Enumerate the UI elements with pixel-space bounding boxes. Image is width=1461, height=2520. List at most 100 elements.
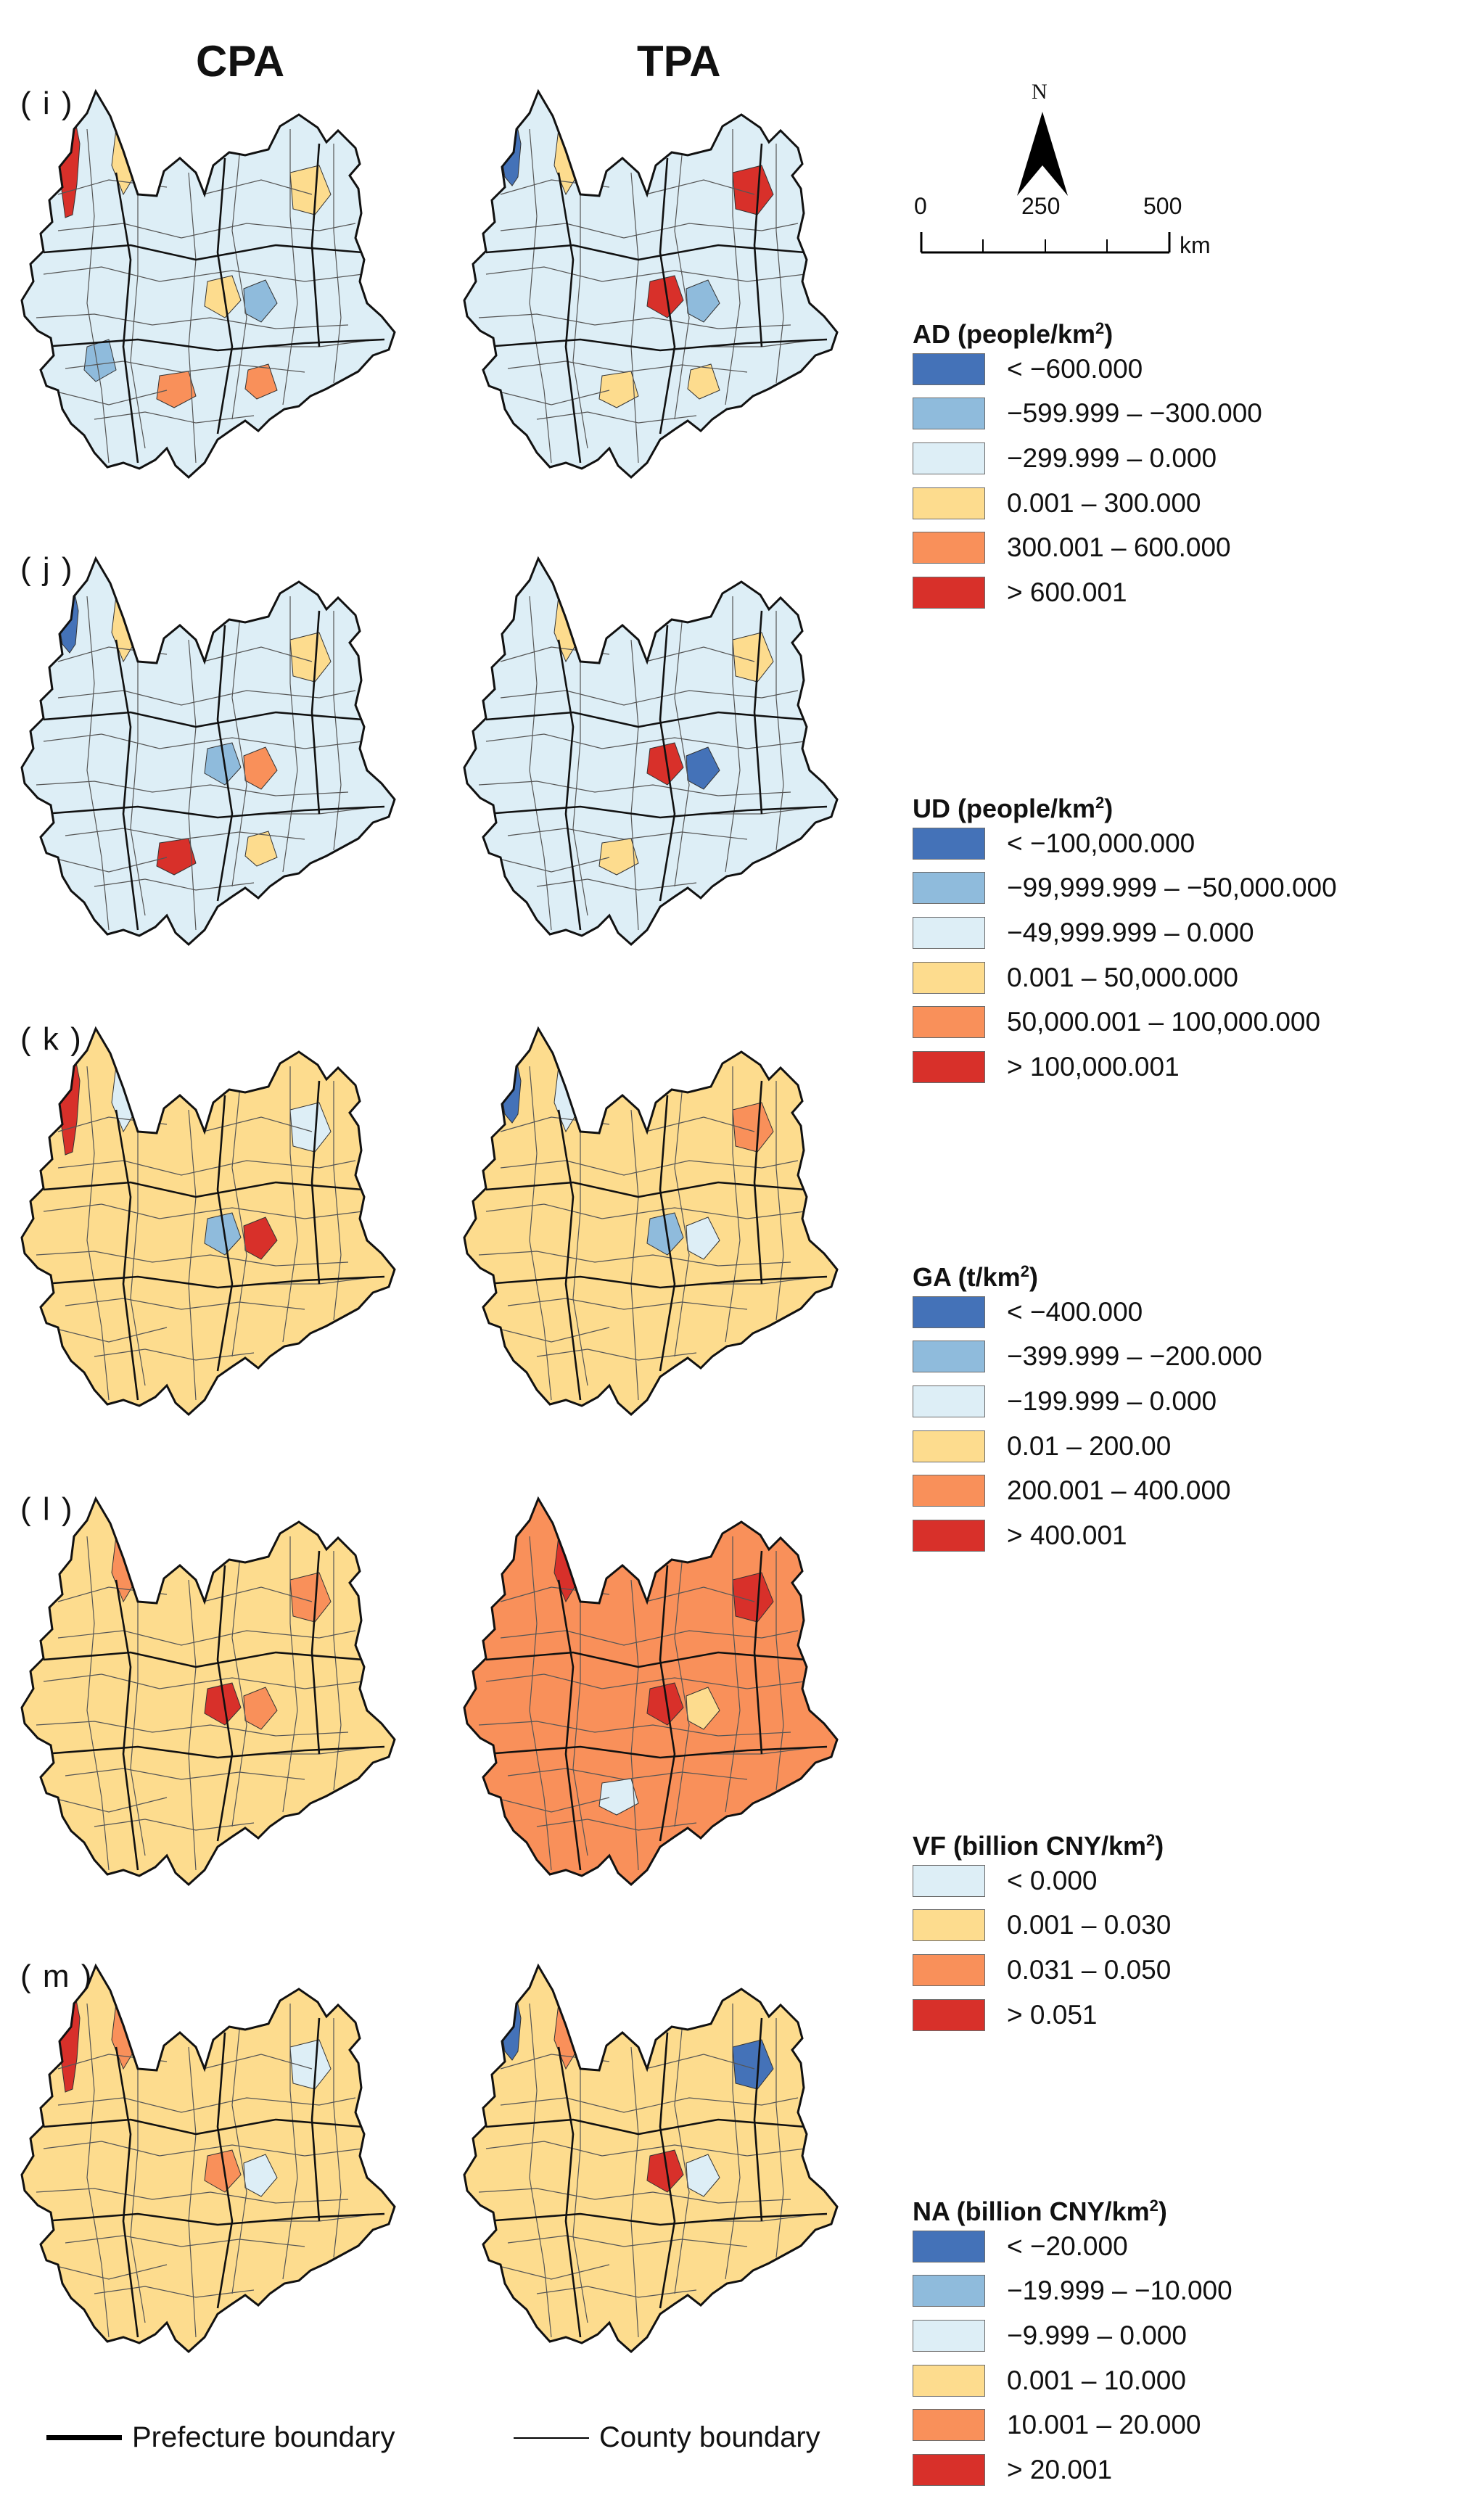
prefecture-boundary-line [485, 805, 828, 819]
county-boundary-line [572, 194, 588, 449]
county-boundary-line [572, 2069, 588, 2323]
county-boundary-line [775, 1081, 784, 1321]
yunnan-choropleth-tpa-j [463, 556, 839, 947]
prefecture-boundary-line [310, 610, 321, 815]
legend-item-label: −9.999 – 0.000 [1007, 2320, 1187, 2350]
county-boundary-line [188, 1579, 197, 1871]
prefecture-boundary-line [115, 639, 139, 931]
county-patch [646, 2149, 684, 2193]
legend-swatch [913, 1385, 985, 1417]
prefecture-boundary-line [557, 172, 582, 464]
county-boundary-line [630, 172, 639, 464]
map-tpa-i [457, 86, 863, 492]
county-patch [244, 831, 278, 867]
county-boundary-line [57, 1630, 356, 1646]
county-boundary-line [282, 129, 298, 405]
county-boundary-line [493, 1327, 610, 1343]
county-boundary-line [130, 1132, 146, 1386]
legend-item: > 20.001 [913, 2447, 1449, 2492]
legend-item-label: 0.031 – 0.050 [1007, 1954, 1172, 1985]
prefecture-boundary-line [310, 2017, 321, 2222]
county-boundary-line [630, 2046, 639, 2338]
prefecture-boundary-line [115, 2046, 139, 2338]
prefecture-boundary-line [43, 1651, 363, 1668]
legend-item-label: 50,000.001 – 100,000.000 [1007, 1007, 1321, 1037]
legend-swatch [913, 398, 985, 430]
county-boundary-line [674, 1562, 690, 1827]
county-boundary-line [725, 129, 741, 405]
prefecture-boundary-line [485, 338, 828, 352]
county-patch [289, 2039, 332, 2090]
legend-title-text: GA (t/km [913, 1262, 1021, 1292]
county-boundary-line [507, 1768, 748, 1780]
prefecture-boundary-line [43, 2212, 385, 2226]
county-boundary-line [529, 128, 552, 464]
county-boundary-line [536, 2286, 697, 2298]
county-patch [204, 742, 242, 786]
legend-item: < 0.000 [913, 1858, 1449, 1903]
column-title-tpa: TPA [637, 37, 721, 86]
legend-item: > 600.001 [913, 570, 1449, 615]
prefecture-boundary-line [43, 1181, 363, 1198]
legend-item: −199.999 – 0.000 [913, 1379, 1449, 1424]
province-outline [20, 1026, 396, 1417]
legend-title-text: VF (billion CNY/km [913, 1831, 1147, 1861]
county-boundary-line [65, 1298, 305, 1310]
county-boundary-line [630, 639, 639, 931]
legend-item-label: 300.001 – 600.000 [1007, 532, 1231, 563]
county-patch [732, 165, 774, 215]
county-boundary-line [674, 622, 690, 887]
county-boundary-line [94, 878, 255, 891]
prefecture-boundary-line [753, 610, 763, 815]
legend-item-label: 0.001 – 0.030 [1007, 1910, 1172, 1940]
prefecture-boundary-line [310, 143, 321, 347]
yunnan-choropleth-tpa-m [463, 1963, 839, 2354]
county-patch [289, 1102, 332, 1153]
prefecture-boundary-line [43, 338, 385, 352]
county-patch [204, 275, 242, 318]
legend-item-label: < 0.000 [1007, 1865, 1098, 1895]
legend-item: −599.999 – −300.000 [913, 392, 1449, 437]
county-boundary-label: County boundary [599, 2421, 820, 2453]
county-boundary-line [500, 690, 799, 706]
legend-item-label: −49,999.999 – 0.000 [1007, 917, 1254, 947]
legend-title-superscript: 2 [1146, 1831, 1156, 1849]
county-boundary-line [50, 390, 168, 405]
legend-swatch [913, 1998, 985, 2031]
county-boundary-line [282, 596, 298, 873]
scale-bar: 0 250 500 km [905, 187, 1225, 267]
county-boundary-line [572, 662, 588, 916]
scale-bar-graphic [920, 232, 1171, 254]
county-boundary-line [86, 128, 110, 464]
map-cpa-m [15, 1960, 421, 2366]
county-boundary-line [94, 411, 255, 424]
prefecture-boundary-line [485, 244, 806, 261]
county-boundary-line [282, 1536, 298, 1813]
legend-title-close: ) [1155, 1831, 1164, 1861]
county-boundary-line [36, 781, 349, 796]
county-patch [646, 275, 684, 318]
county-boundary-line [536, 411, 697, 424]
legend-title: VF (billion CNY/km2) [913, 1822, 1449, 1861]
county-boundary-line [572, 1602, 588, 1856]
legend-item-label: < −20.000 [1007, 2231, 1128, 2261]
province-outline [463, 556, 839, 947]
county-boundary-line [94, 2286, 255, 2298]
county-boundary-line [231, 1092, 247, 1357]
prefecture-boundary-line [557, 2046, 582, 2338]
prefecture-boundary-line [659, 157, 676, 435]
county-boundary-line [130, 194, 146, 449]
legend-swatch [913, 2409, 985, 2442]
prefecture-boundary-line [43, 711, 363, 728]
county-boundary-line [478, 781, 791, 796]
prefecture-boundary-line [43, 1275, 385, 1289]
legend-swatch [913, 1296, 985, 1328]
yunnan-choropleth-cpa-m [20, 1963, 396, 2354]
county-patch [732, 632, 774, 683]
legend-swatch [913, 1864, 985, 1897]
legend-swatch [913, 532, 985, 564]
county-boundary-line [493, 1797, 610, 1813]
yunnan-choropleth-cpa-i [20, 88, 396, 479]
county-boundary-line [57, 690, 356, 706]
legend-swatch [913, 2230, 985, 2262]
